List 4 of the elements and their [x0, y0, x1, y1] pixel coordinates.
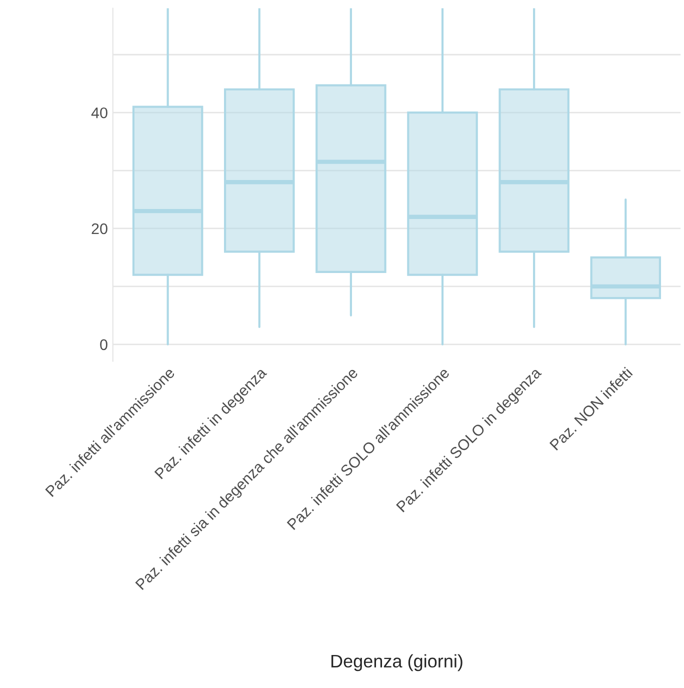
- x-axis-title: Degenza (giorni): [331, 654, 462, 672]
- y-tick-label: 40: [91, 107, 108, 118]
- y-tick-label: 20: [92, 223, 108, 234]
- y-tick-label: 0: [100, 339, 108, 350]
